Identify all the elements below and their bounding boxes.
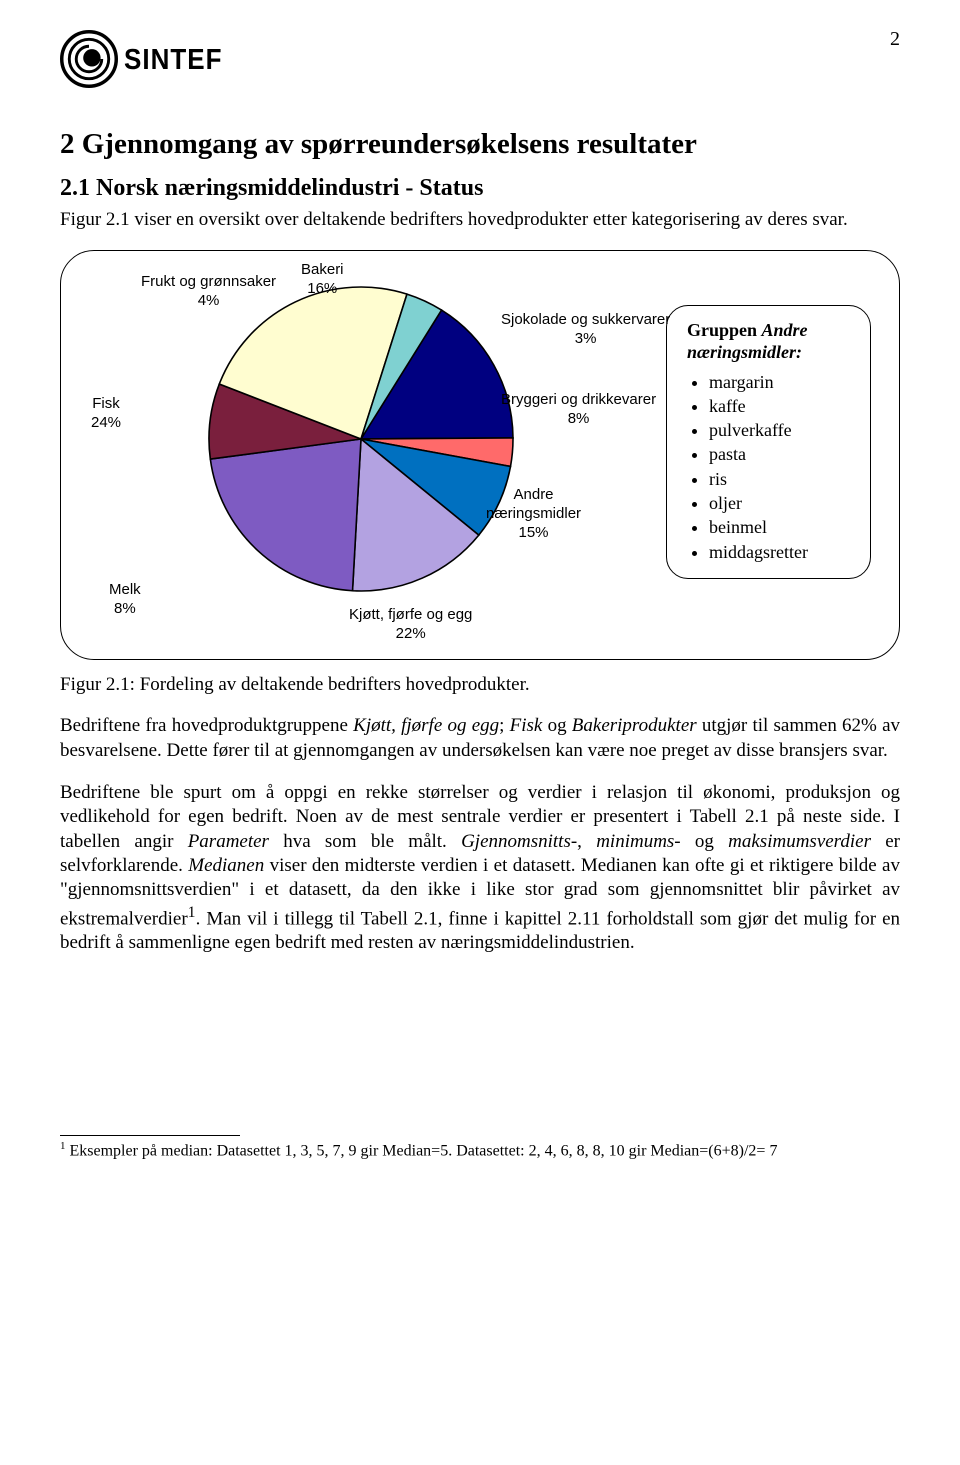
pie-slice <box>210 439 361 591</box>
subsection-heading: 2.1 Norsk næringsmiddelindustri - Status <box>60 175 900 202</box>
info-box-item: pasta <box>709 442 856 466</box>
pie-slice-label: Sjokolade og sukkervarer3% <box>501 311 670 349</box>
footnote-text: 1 Eksempler på median: Datasettet 1, 3, … <box>60 1140 900 1160</box>
info-box-item: kaffe <box>709 394 856 418</box>
sintef-swirl-icon <box>60 30 118 88</box>
info-box-item: oljer <box>709 491 856 515</box>
pie-slice-label: Kjøtt, fjørfe og egg22% <box>349 606 472 644</box>
info-box-item: margarin <box>709 370 856 394</box>
pie-slice-label: Bryggeri og drikkevarer8% <box>501 391 656 429</box>
info-box-list: margarinkaffepulverkaffepastarisoljerbei… <box>687 370 856 564</box>
pie-slice-label: Melk8% <box>109 581 141 619</box>
info-box-title: Gruppen Andre næringsmidler: <box>687 320 856 363</box>
caption-prefix: Figur 2.1: <box>60 674 140 695</box>
info-box-item: middagsretter <box>709 540 856 564</box>
info-box-item: beinmel <box>709 515 856 539</box>
figure-2-1-frame: Bakeri16% Sjokolade og sukkervarer3% Brygg… <box>60 250 900 660</box>
page-number: 2 <box>890 28 900 51</box>
pie-slice-label: Frukt og grønnsaker4% <box>141 273 276 311</box>
pie-chart-container <box>201 279 521 599</box>
info-box-item: pulverkaffe <box>709 418 856 442</box>
pie-slice-label: Andrenæringsmidler15% <box>486 486 581 542</box>
caption-text: Fordeling av deltakende bedrifters hoved… <box>140 674 530 695</box>
section-heading: 2 Gjennomgang av spørreundersøkelsens re… <box>60 128 900 161</box>
info-box-item: ris <box>709 467 856 491</box>
figure-caption: Figur 2.1: Fordeling av deltakende bedri… <box>60 674 900 696</box>
sintef-logo: SINTEF <box>60 30 900 88</box>
sintef-logo-text: SINTEF <box>124 42 222 76</box>
info-box-andre-naeringsmidler: Gruppen Andre næringsmidler: margarinkaf… <box>666 305 871 579</box>
body-paragraph-3: Bedriftene ble spurt om å oppgi en rekke… <box>60 781 900 956</box>
info-box-title-prefix: Gruppen <box>687 320 762 340</box>
pie-chart <box>201 279 521 599</box>
pie-slice-label: Fisk24% <box>91 395 121 433</box>
body-paragraph-2: Bedriftene fra hovedproduktgruppene Kjøt… <box>60 714 900 763</box>
intro-paragraph: Figur 2.1 viser en oversikt over deltake… <box>60 208 900 232</box>
pie-slice-label: Bakeri16% <box>301 261 344 299</box>
footnote-rule <box>60 1135 240 1136</box>
